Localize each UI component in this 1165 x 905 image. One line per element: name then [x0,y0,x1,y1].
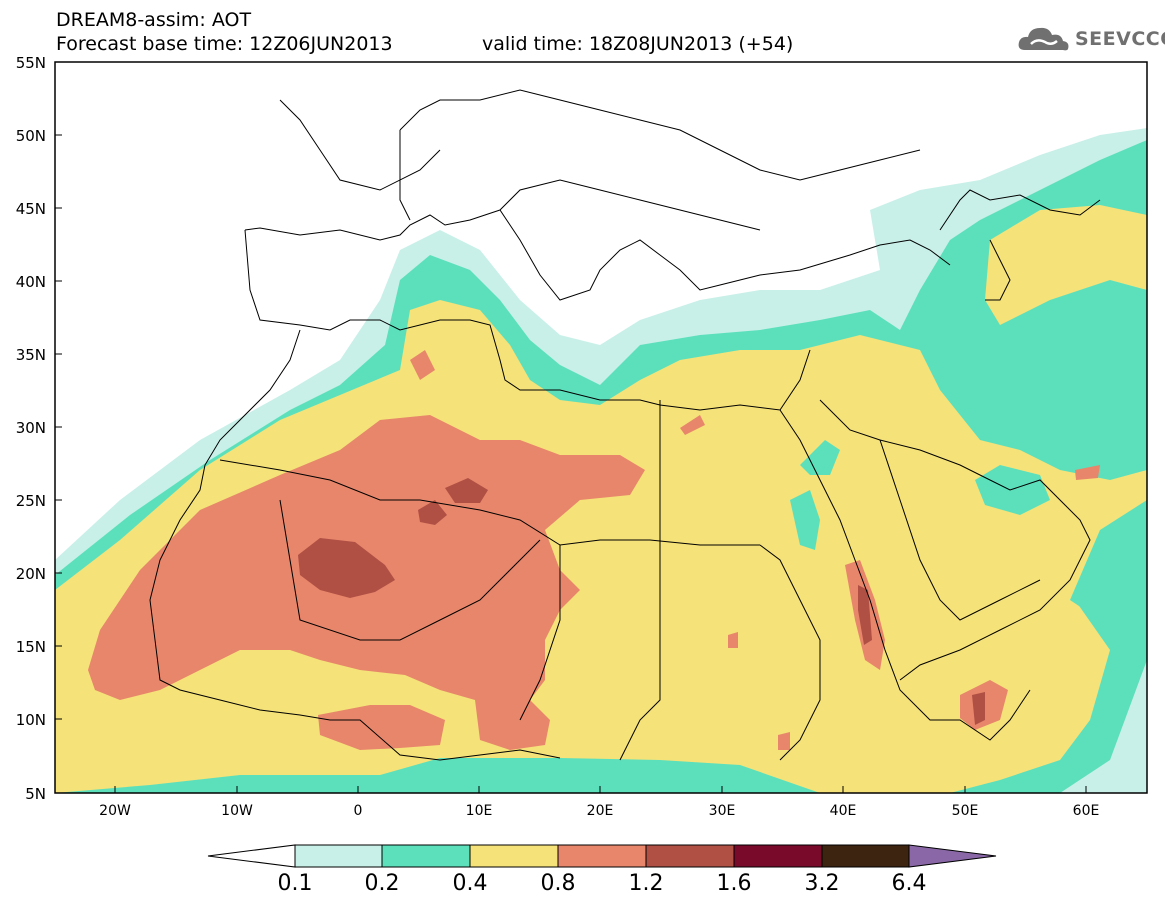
aot-contour-0.8-gulf-of-guinea [318,705,445,750]
aot-contour-0.8-iran [1075,465,1100,480]
colorbar-swatch-1 [294,844,383,868]
colorbar-label: 3.2 [804,871,840,896]
lon-label: 10E [465,803,493,819]
map-title: DREAM8-assim: AOT [56,9,252,31]
lat-label: 25N [15,492,46,510]
colorbar-label: 0.4 [452,871,488,896]
aot-contour-0.2-gulf [975,465,1050,515]
lat-label: 30N [15,419,46,437]
lon-label: 20E [586,803,614,819]
lon-label: 40E [829,803,857,819]
aot-contour-0.8-ethiopia [778,732,790,750]
aot-contour-1.2-b [445,478,488,503]
colorbar-label: 6.4 [891,871,927,896]
lat-label: 50N [15,127,46,145]
colorbar-swatch-6 [733,844,823,868]
colorbar [207,844,997,868]
aot-contour-1.2 [298,538,395,598]
axis-ticks [55,134,1087,793]
aot-contour-0.4-caspian [985,205,1147,325]
lat-label: 10N [15,711,46,729]
coastlines [149,89,1101,761]
colorbar-swatch-4 [557,844,647,868]
aot-contour-0.4 [55,300,1147,793]
valid-time: valid time: 18Z08JUN2013 (+54) [482,33,794,55]
colorbar-swatch-2 [381,844,471,868]
aot-contour-1.2-c [418,500,447,525]
lat-label: 15N [15,638,46,656]
lat-label: 20N [15,565,46,583]
forecast-base-time: Forecast base time: 12Z06JUN2013 [56,33,393,55]
colorbar-label: 0.8 [540,871,576,896]
lon-label: 0 [353,803,363,819]
aot-contour-0.8-egypt [680,415,705,435]
aot-contour-0.8-sudan [728,632,738,648]
colorbar-label: 1.2 [628,871,664,896]
aot-contour-1.2-e [972,692,985,725]
colorbar-swatch-5 [645,844,735,868]
aot-contour-0.8-sahara-north [410,350,435,380]
lat-label: 45N [15,200,46,218]
colorbar-label: 0.2 [364,871,400,896]
colorbar-label: 1.6 [716,871,752,896]
lon-label: 50E [951,803,979,819]
colorbar-swatch-7 [821,844,910,868]
lat-label: 40N [15,273,46,291]
colorbar-label: 0.1 [277,871,313,896]
colorbar-low-arrow [207,844,296,868]
lat-label: 35N [15,346,46,364]
lon-label: 30E [708,803,736,819]
lon-label: 60E [1072,803,1100,819]
lon-label: 10W [221,803,253,819]
lat-label: 5N [25,785,46,803]
seevccc-logo: SEEVCCC [1017,22,1165,56]
colorbar-swatch-3 [469,844,559,868]
lon-label: 20W [99,803,131,819]
aot-contour-0.2-arabian-sea [1070,500,1147,640]
colorbar-high-arrow [908,844,997,868]
aot-contour-0.8-libya [455,585,462,608]
lat-label: 55N [15,54,46,72]
aot-contour-0.2-red-sea [790,490,820,550]
aot-contour-0.2-arabia-north [800,440,840,475]
aot-contour-1.2-d [858,585,872,645]
logo-text: SEEVCCC [1075,28,1165,50]
cloud-logo-icon [1018,27,1069,51]
aot-field [55,62,1147,793]
